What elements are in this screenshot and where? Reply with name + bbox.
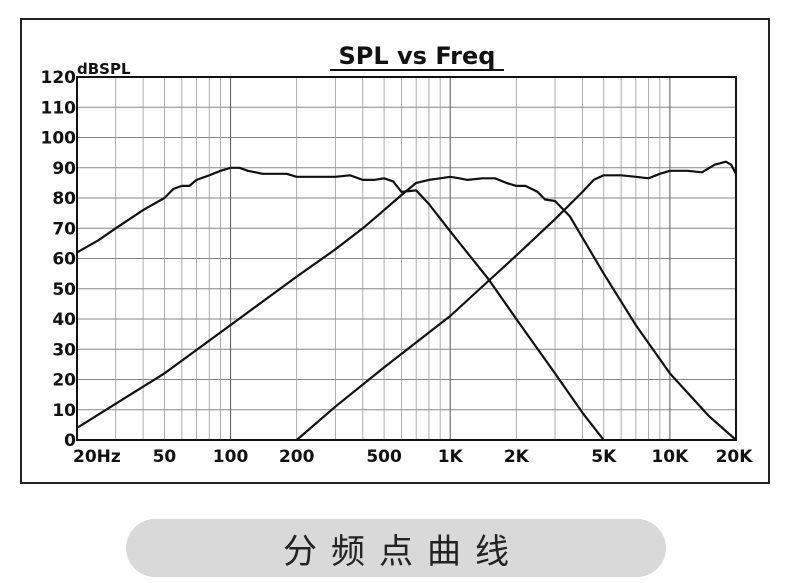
chart-frame: 0 10 20 30 40 50 60 70 80 90 100 110 120 20Hz 50 100 20… <box>20 18 770 484</box>
caption-pill: 分频点曲线 <box>126 519 666 577</box>
grid-lines <box>76 76 737 441</box>
y-tick-label: 40 <box>52 310 76 330</box>
y-axis-unit-label: dBSPL <box>77 60 131 78</box>
series-line-3 <box>295 160 737 441</box>
x-tick-label: 20Hz <box>73 447 121 467</box>
series-line-2 <box>76 175 737 441</box>
chart-title: SPL vs Freq <box>339 42 496 70</box>
x-tick-label: 50 <box>153 447 177 467</box>
x-tick-labels: 20Hz 50 100 200 500 1K 2K 5K 10K 20K <box>73 447 753 467</box>
x-tick-label: 500 <box>366 447 402 467</box>
y-tick-label: 90 <box>52 159 76 179</box>
x-tick-label: 100 <box>213 447 249 467</box>
y-tick-label: 70 <box>52 219 76 239</box>
caption-text: 分频点曲线 <box>283 531 523 572</box>
x-tick-label: 10K <box>651 447 689 467</box>
y-tick-label: 80 <box>52 189 76 209</box>
plot-area-border <box>76 76 737 441</box>
y-tick-label: 110 <box>41 98 77 118</box>
y-tick-label: 60 <box>52 250 76 270</box>
x-tick-label: 5K <box>591 447 617 467</box>
x-tick-label: 20K <box>716 447 754 467</box>
series-line-1 <box>76 166 605 441</box>
y-tick-label: 120 <box>41 68 77 88</box>
y-tick-label: 10 <box>52 401 76 421</box>
x-tick-label: 2K <box>504 447 530 467</box>
y-tick-label: 50 <box>52 280 76 300</box>
y-tick-label: 100 <box>41 129 77 149</box>
y-tick-labels: 0 10 20 30 40 50 60 70 80 90 100 110 120 <box>41 68 77 451</box>
y-tick-label: 20 <box>52 371 76 391</box>
x-tick-label: 200 <box>279 447 315 467</box>
series-layer <box>76 160 737 441</box>
y-tick-label: 30 <box>52 340 76 360</box>
y-tick-label: 0 <box>64 431 76 451</box>
x-tick-label: 1K <box>438 447 464 467</box>
